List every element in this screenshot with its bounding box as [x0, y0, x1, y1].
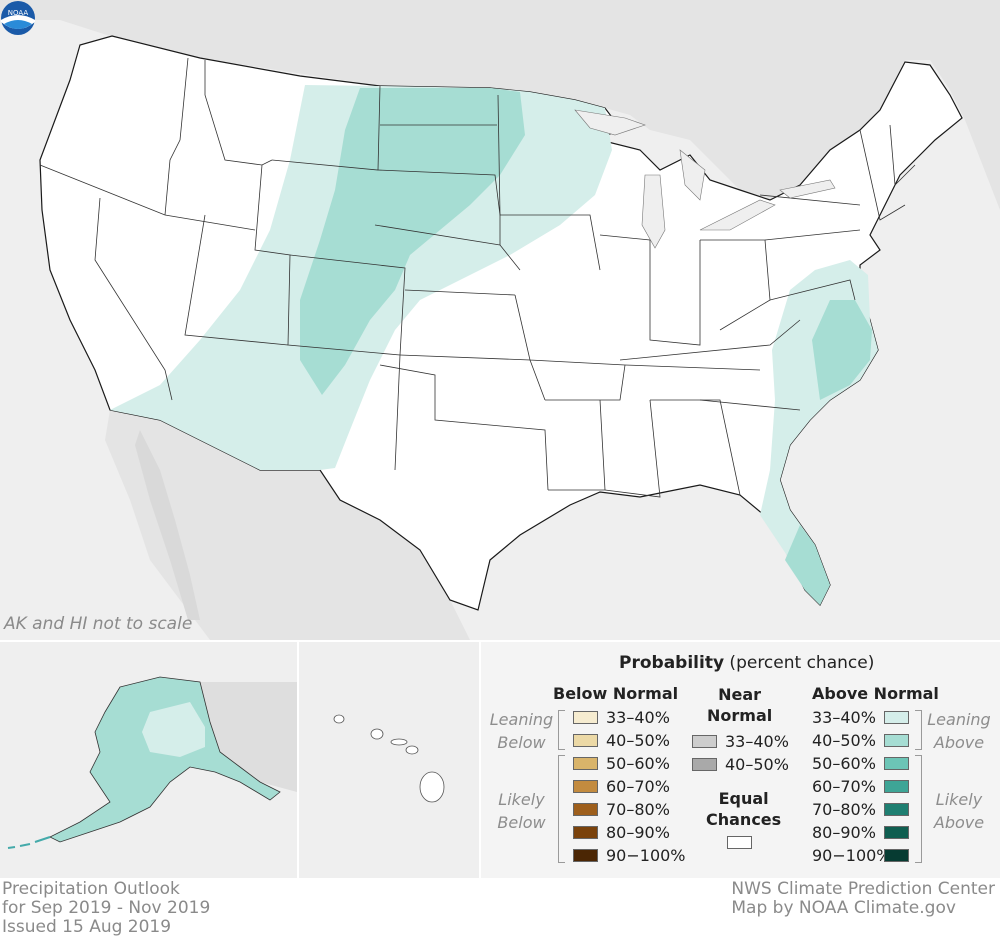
- near-normal-header: Near Normal: [707, 685, 773, 725]
- below-label-5: 80–90%: [606, 823, 670, 842]
- near-label-0: 33–40%: [725, 732, 789, 751]
- below-swatch-0: [573, 711, 598, 724]
- above-label-0: 33–40%: [812, 708, 876, 727]
- above-swatch-4: [884, 803, 909, 816]
- equal-chances-label: Equal Chances: [706, 789, 782, 829]
- credit-cpc: NWS Climate Prediction Center: [731, 879, 995, 899]
- near-swatch-0: [692, 735, 717, 748]
- canada-land: [0, 0, 1000, 210]
- below-label-4: 70–80%: [606, 800, 670, 819]
- likely-below-label: Likely Below: [497, 790, 546, 832]
- below-swatch-4: [573, 803, 598, 816]
- above-40-50-florida-region: [785, 525, 830, 605]
- outlook-caption: Precipitation Outlook for Sep 2019 - Nov…: [2, 880, 210, 937]
- outlook-title: Precipitation Outlook: [2, 879, 180, 899]
- above-label-2: 50–60%: [812, 754, 876, 773]
- leaning-below-label: Leaning Below: [489, 710, 554, 752]
- hawaiian-islands: [333, 714, 445, 803]
- outlook-issued-date: Issued 15 Aug 2019: [2, 917, 172, 937]
- above-swatch-6: [884, 849, 909, 862]
- below-label-0: 33–40%: [606, 708, 670, 727]
- mexico-land: [105, 410, 470, 640]
- below-label-6: 90−100%: [606, 846, 686, 865]
- credit-climate-gov: Map by NOAA Climate.gov: [731, 898, 956, 918]
- above-label-6: 90−100%: [812, 846, 892, 865]
- alaska-outline: [49, 676, 281, 843]
- below-label-2: 50–60%: [606, 754, 670, 773]
- above-swatch-5: [884, 826, 909, 839]
- equal-chances-swatch: [727, 836, 752, 849]
- alaska-inset: [0, 642, 297, 878]
- near-label-1: 40–50%: [725, 755, 789, 774]
- likely-below-bracket: [558, 755, 565, 863]
- alaska-leaning-above-region: [142, 702, 205, 757]
- great-lakes: [574, 109, 836, 249]
- conus-map-svg: [0, 0, 1000, 640]
- above-label-4: 70–80%: [812, 800, 876, 819]
- above-40-50-west-region: [300, 88, 525, 395]
- alaska-map-svg: [7, 676, 297, 849]
- below-swatch-3: [573, 780, 598, 793]
- noaa-logo: NOAA: [1, 1, 35, 35]
- likely-above-label: Likely Above: [933, 790, 985, 832]
- above-swatch-2: [884, 757, 909, 770]
- above-label-1: 40–50%: [812, 731, 876, 750]
- credits: NWS Climate Prediction Center Map by NOA…: [731, 880, 995, 918]
- svg-text:NOAA: NOAA: [8, 9, 29, 17]
- below-label-3: 60–70%: [606, 777, 670, 796]
- canada-yukon-land: [200, 682, 297, 792]
- below-swatch-2: [573, 757, 598, 770]
- below-swatch-1: [573, 734, 598, 747]
- below-label-1: 40–50%: [606, 731, 670, 750]
- outlook-period: for Sep 2019 - Nov 2019: [2, 898, 211, 918]
- leaning-above-label: Leaning Above: [927, 710, 991, 752]
- near-swatch-1: [692, 758, 717, 771]
- hawaii-map-svg: [333, 714, 445, 803]
- above-normal-header: Above Normal: [812, 684, 939, 703]
- legend-title: Probability (percent chance): [619, 653, 875, 673]
- legend-panel: Probability (percent chance) Below Norma…: [481, 642, 1000, 878]
- below-swatch-6: [573, 849, 598, 862]
- above-swatch-1: [884, 734, 909, 747]
- aleutian-islands: [7, 836, 51, 849]
- above-label-5: 80–90%: [812, 823, 876, 842]
- likely-above-bracket: [915, 755, 922, 863]
- scale-note: AK and HI not to scale: [4, 614, 193, 634]
- leaning-above-bracket: [915, 710, 922, 750]
- above-swatch-3: [884, 780, 909, 793]
- baja-peninsula: [135, 430, 200, 620]
- hawaii-inset: [299, 642, 479, 878]
- main-map: AK and HI not to scale NOAA: [0, 0, 1000, 640]
- state-boundaries: [39, 57, 916, 498]
- above-swatch-0: [884, 711, 909, 724]
- above-label-3: 60–70%: [812, 777, 876, 796]
- below-swatch-5: [573, 826, 598, 839]
- above-40-50-southeast-region: [812, 300, 872, 400]
- leaning-below-bracket: [558, 710, 565, 750]
- below-normal-header: Below Normal: [553, 684, 679, 703]
